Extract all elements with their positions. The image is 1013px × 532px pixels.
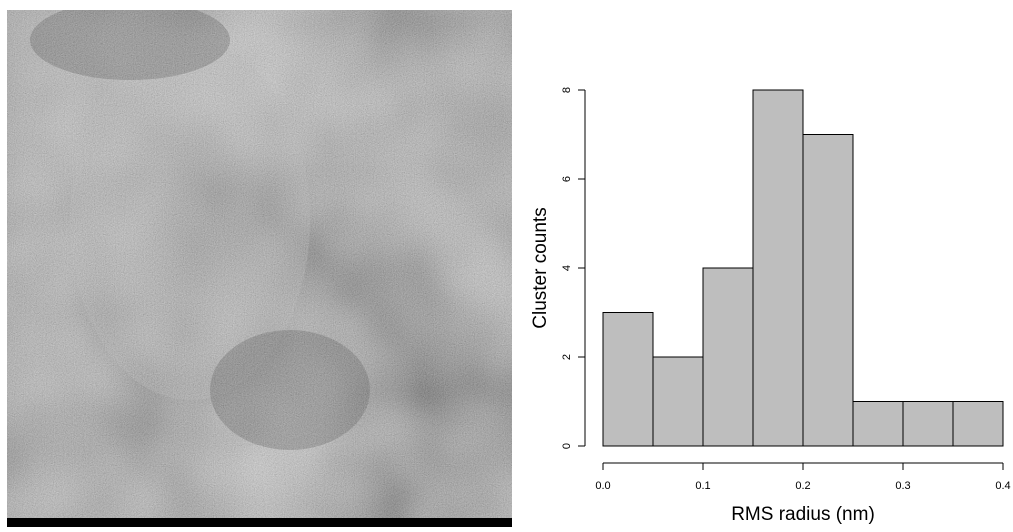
bar [652, 356, 704, 447]
y-tick-label: 4 [561, 265, 573, 271]
bar [752, 89, 804, 447]
x-tick-label: 0.4 [995, 480, 1010, 492]
y-tick-label: 0 [561, 443, 573, 449]
bar [902, 401, 954, 447]
y-axis-label: Cluster counts [530, 207, 551, 328]
x-tick-label: 0.1 [695, 480, 710, 492]
y-tick-label: 8 [561, 87, 573, 93]
bar [952, 401, 1004, 447]
bar [702, 267, 754, 447]
bar [852, 401, 904, 447]
bar [802, 134, 854, 447]
y-tick-label: 6 [561, 176, 573, 182]
x-tick-label: 0.3 [895, 480, 910, 492]
histogram-chart: 0 2 4 6 8 0.0 0.1 0.2 0.3 0.4 RMS radius (nm) Clust… [530, 87, 1011, 525]
bar [602, 312, 654, 447]
x-tick-label: 0.2 [795, 480, 810, 492]
x-tick-label: 0.0 [595, 480, 610, 492]
stem-image [7, 10, 512, 527]
x-axis-label: RMS radius (nm) [731, 504, 875, 525]
y-tick-label: 2 [561, 354, 573, 360]
